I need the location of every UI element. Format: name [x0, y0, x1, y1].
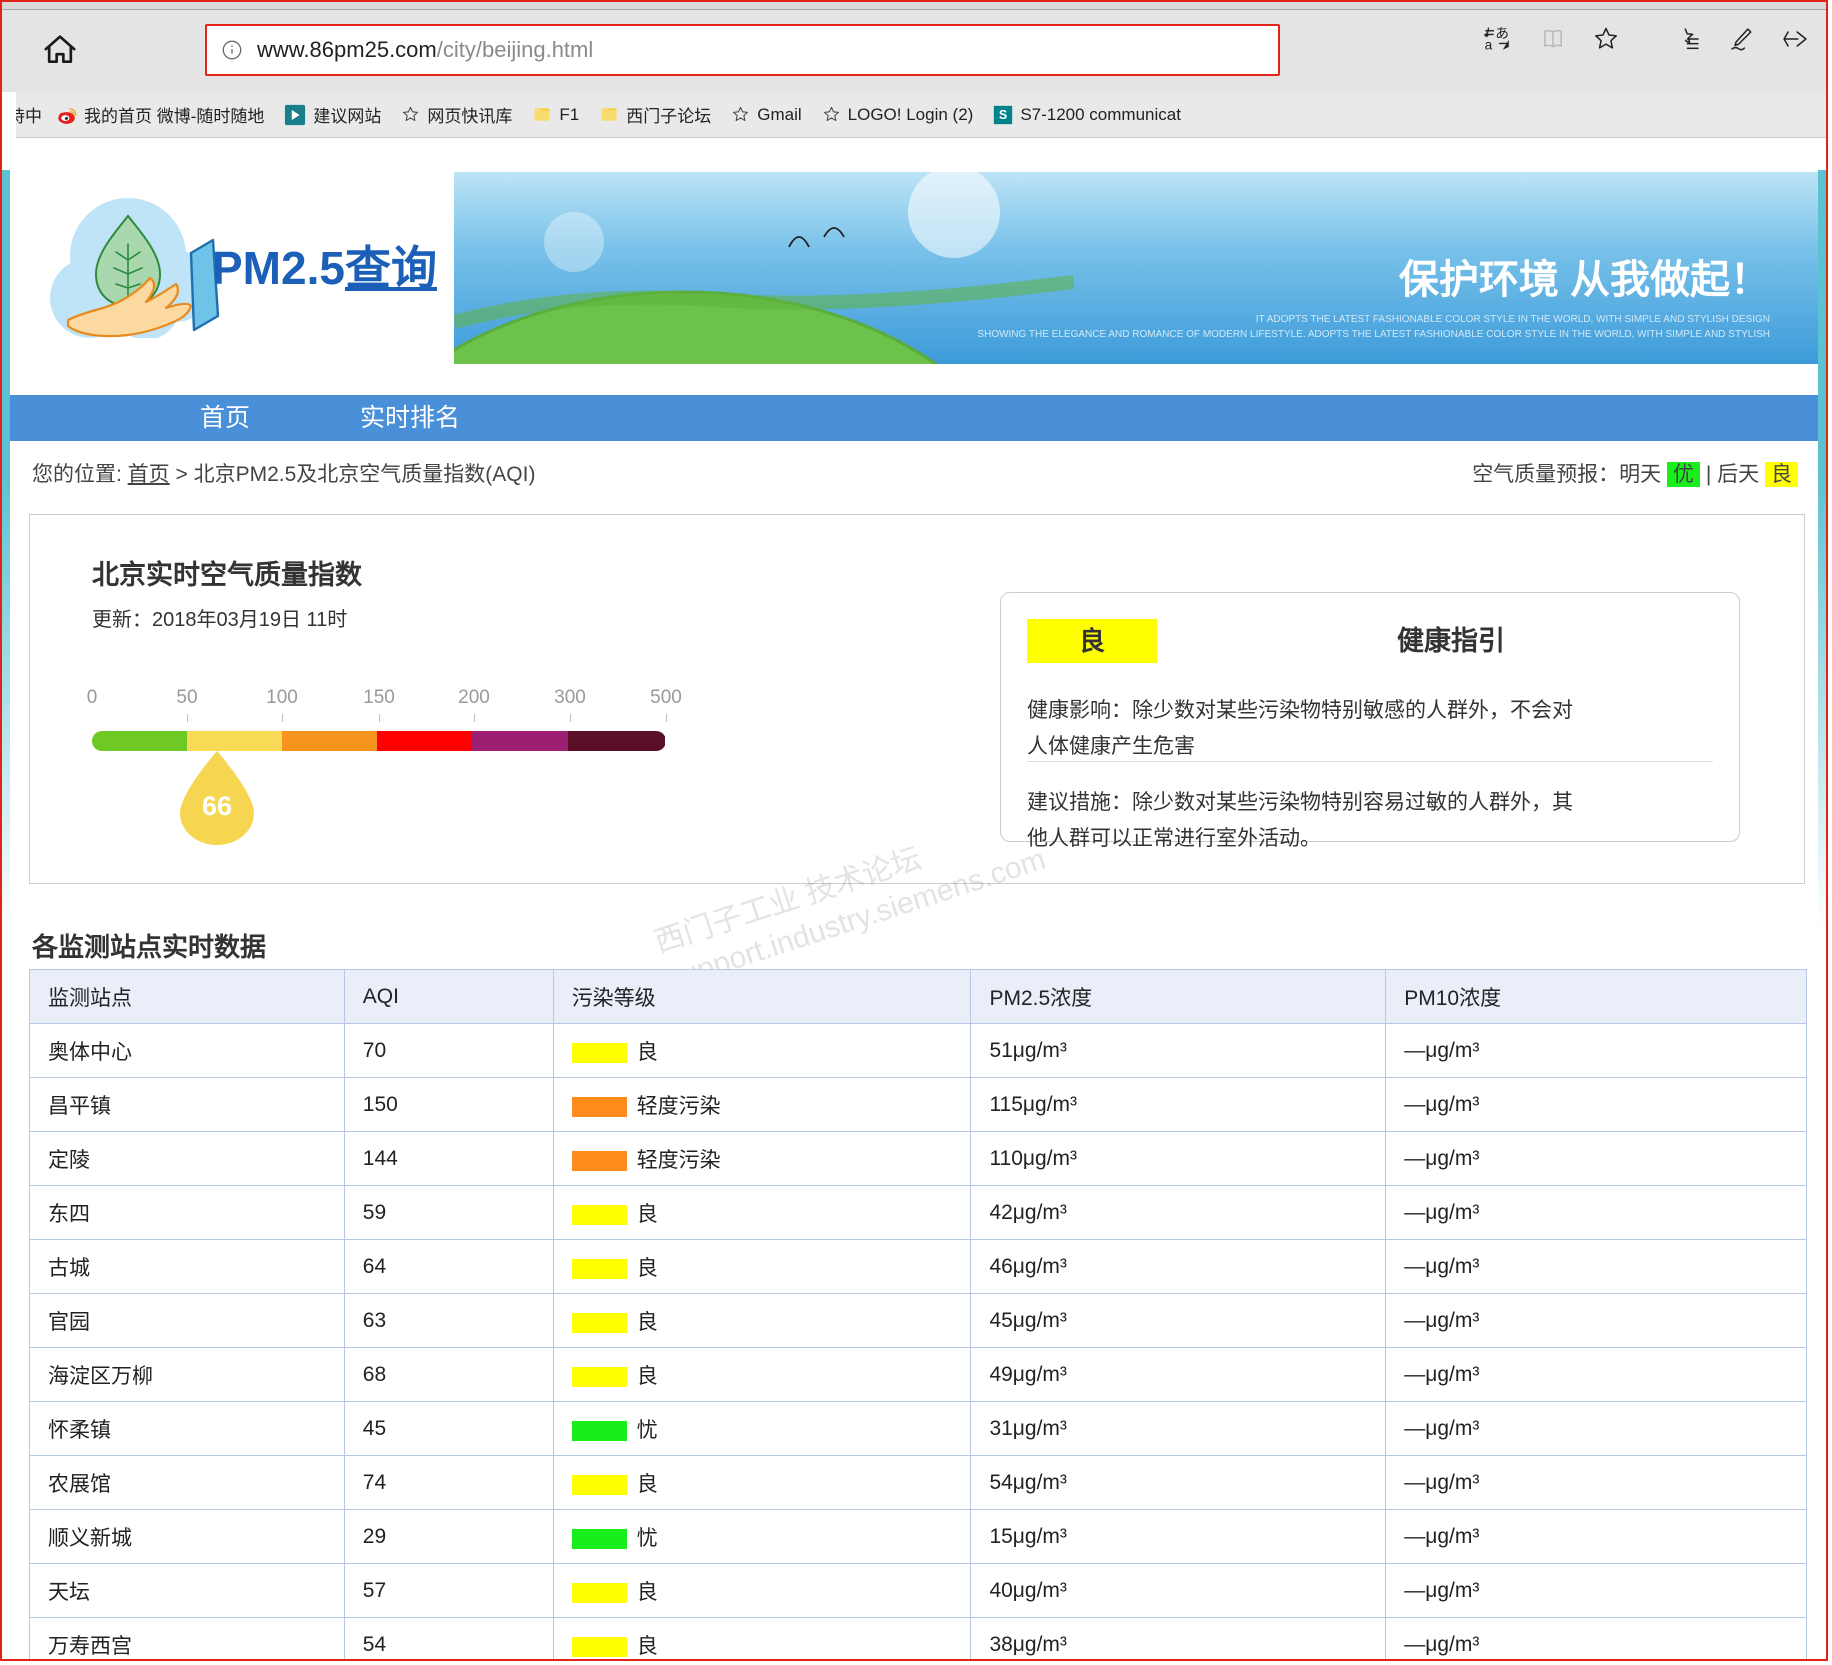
svg-text:S: S — [999, 108, 1007, 122]
svg-text:a: a — [1485, 38, 1493, 53]
svg-text:あ: あ — [1495, 26, 1509, 41]
